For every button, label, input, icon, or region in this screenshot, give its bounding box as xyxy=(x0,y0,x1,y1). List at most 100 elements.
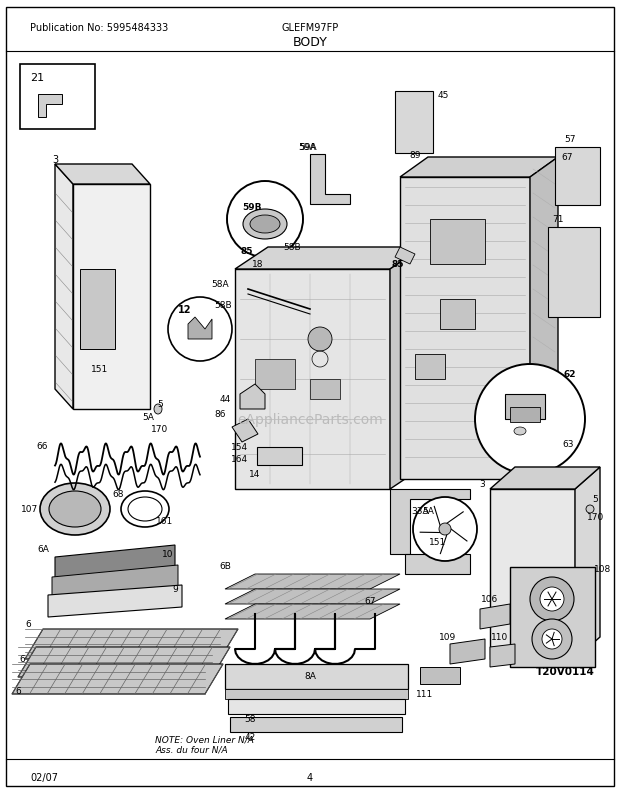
Bar xyxy=(257,448,302,465)
Text: 02/07: 02/07 xyxy=(30,772,58,782)
Circle shape xyxy=(439,524,451,535)
Text: 42: 42 xyxy=(244,732,255,742)
Circle shape xyxy=(475,365,585,475)
Circle shape xyxy=(540,587,564,611)
Polygon shape xyxy=(55,545,175,579)
Circle shape xyxy=(413,497,477,561)
Polygon shape xyxy=(25,630,238,659)
Text: 6B: 6B xyxy=(219,561,231,571)
Bar xyxy=(430,220,485,265)
Polygon shape xyxy=(55,164,150,184)
Polygon shape xyxy=(80,269,115,350)
Text: 68: 68 xyxy=(112,490,124,499)
Polygon shape xyxy=(235,248,423,269)
Bar xyxy=(20,65,95,130)
Circle shape xyxy=(530,577,574,622)
Text: 66: 66 xyxy=(36,442,48,451)
Ellipse shape xyxy=(154,404,162,415)
Polygon shape xyxy=(575,468,600,659)
Text: 161: 161 xyxy=(156,516,174,526)
Polygon shape xyxy=(240,384,265,410)
Text: 170: 170 xyxy=(151,425,169,434)
Ellipse shape xyxy=(514,427,526,435)
Polygon shape xyxy=(400,178,530,480)
Text: 45: 45 xyxy=(437,91,449,99)
Polygon shape xyxy=(18,647,230,677)
Polygon shape xyxy=(395,248,415,265)
Ellipse shape xyxy=(40,484,110,535)
Polygon shape xyxy=(530,158,558,480)
Polygon shape xyxy=(52,565,178,599)
Polygon shape xyxy=(310,155,350,205)
Polygon shape xyxy=(400,158,558,178)
Ellipse shape xyxy=(49,492,101,528)
Text: 151: 151 xyxy=(91,365,108,374)
Text: 63: 63 xyxy=(562,440,574,449)
Circle shape xyxy=(308,327,332,351)
Text: 109: 109 xyxy=(440,633,456,642)
Ellipse shape xyxy=(250,216,280,233)
Text: 108: 108 xyxy=(595,565,611,573)
Polygon shape xyxy=(480,604,510,630)
Text: 71: 71 xyxy=(552,215,564,225)
Text: 5: 5 xyxy=(157,400,163,409)
Text: 107: 107 xyxy=(21,505,38,514)
Text: 3: 3 xyxy=(479,480,485,489)
Text: 12: 12 xyxy=(179,305,192,314)
Polygon shape xyxy=(225,574,400,589)
Bar xyxy=(510,567,595,667)
Polygon shape xyxy=(48,585,182,618)
Text: 3: 3 xyxy=(52,155,58,164)
Text: 110: 110 xyxy=(492,633,508,642)
Text: NOTE: Oven Liner N/A: NOTE: Oven Liner N/A xyxy=(155,735,254,743)
Text: GLEFM97FP: GLEFM97FP xyxy=(281,23,339,33)
Polygon shape xyxy=(420,667,460,684)
Polygon shape xyxy=(235,269,390,489)
Text: 67: 67 xyxy=(561,153,573,162)
Text: 59B: 59B xyxy=(242,203,262,213)
Text: 86: 86 xyxy=(215,410,226,419)
Text: 8A: 8A xyxy=(304,671,316,681)
Polygon shape xyxy=(225,689,408,699)
Polygon shape xyxy=(390,489,470,554)
Polygon shape xyxy=(490,468,600,489)
Text: 89: 89 xyxy=(409,150,421,160)
Text: 4: 4 xyxy=(307,772,313,782)
Text: 58B: 58B xyxy=(283,243,301,252)
Text: 57: 57 xyxy=(564,136,576,144)
Polygon shape xyxy=(405,554,470,574)
Text: 58A: 58A xyxy=(211,280,229,290)
Text: 111: 111 xyxy=(417,690,433,699)
Text: 33A: 33A xyxy=(411,507,429,516)
Text: 164: 164 xyxy=(231,455,249,464)
Text: 67: 67 xyxy=(364,597,376,606)
Circle shape xyxy=(168,298,232,362)
Text: 18: 18 xyxy=(252,260,264,269)
Text: 85: 85 xyxy=(241,247,253,256)
Bar xyxy=(440,300,475,330)
Text: 10: 10 xyxy=(162,550,174,559)
Text: 59A: 59A xyxy=(299,144,317,152)
Polygon shape xyxy=(232,419,258,443)
Bar xyxy=(310,379,340,399)
Bar xyxy=(415,354,445,379)
Text: 14: 14 xyxy=(249,470,260,479)
Text: 170: 170 xyxy=(587,512,604,522)
Polygon shape xyxy=(188,318,212,339)
Ellipse shape xyxy=(243,210,287,240)
Polygon shape xyxy=(38,95,62,118)
Bar xyxy=(548,228,600,318)
Polygon shape xyxy=(225,589,400,604)
Circle shape xyxy=(542,630,562,649)
Text: 85: 85 xyxy=(392,260,404,269)
Text: 62: 62 xyxy=(564,370,576,379)
Text: 9: 9 xyxy=(172,585,178,593)
Polygon shape xyxy=(228,699,405,714)
Text: 5A: 5A xyxy=(422,507,434,516)
Polygon shape xyxy=(230,717,402,732)
Text: eApplianceParts.com: eApplianceParts.com xyxy=(237,412,383,427)
Text: 6: 6 xyxy=(19,654,25,664)
Polygon shape xyxy=(73,184,150,410)
Bar xyxy=(255,359,295,390)
Polygon shape xyxy=(225,604,400,619)
